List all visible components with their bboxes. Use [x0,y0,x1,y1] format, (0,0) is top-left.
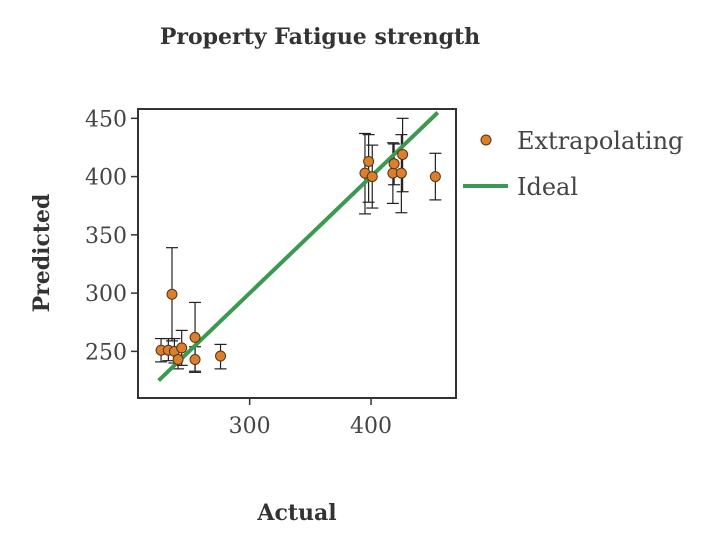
x-tick-label: 400 [350,414,392,439]
plot-frame [137,108,457,399]
data-point [429,171,441,183]
x-tick-label: 300 [229,414,271,439]
data-point [189,331,201,343]
ideal-line [157,111,440,382]
data-point [388,158,400,170]
legend-marker-extrapolating [480,134,492,146]
data-point [189,354,201,366]
y-tick-label: 350 [85,224,127,249]
chart-title: Property Fatigue strength [159,24,481,50]
ideal-line-group [157,111,440,382]
x-axis-label: Actual [257,500,337,526]
y-tick-label: 250 [85,340,127,365]
y-tick-label: 450 [85,107,127,132]
data-point [397,148,409,160]
axis-ticks: 300 400 250 300 350 400 450 [85,107,392,439]
data-point [166,288,178,300]
y-tick-label: 400 [85,166,127,191]
data-point [363,155,375,167]
data-point [215,350,227,362]
legend: Extrapolating Ideal [463,127,683,201]
data-points [155,148,441,366]
data-point [172,354,184,366]
data-point [395,167,407,179]
legend-label-ideal: Ideal [517,173,578,201]
data-point [176,342,188,354]
legend-label-extrapolating: Extrapolating [517,127,683,155]
data-point [366,171,378,183]
y-tick-label: 300 [85,282,127,307]
